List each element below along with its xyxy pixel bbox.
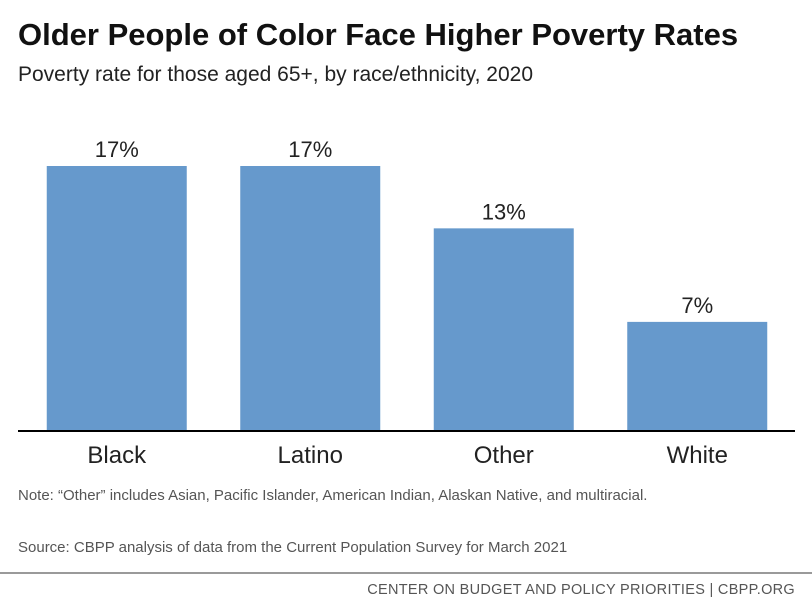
bar-other xyxy=(433,228,574,431)
chart-note: Note: “Other” includes Asian, Pacific Is… xyxy=(18,487,648,504)
labels-group: 17% Black 17% Latino 13% Other 7% White xyxy=(87,137,728,469)
data-label-latino: 17% xyxy=(288,137,332,162)
data-label-black: 17% xyxy=(95,137,139,162)
category-label-other: Other xyxy=(474,442,534,469)
footer-credit: CENTER ON BUDGET AND POLICY PRIORITIES |… xyxy=(367,582,795,598)
bars-group xyxy=(46,166,768,431)
chart-subtitle: Poverty rate for those aged 65+, by race… xyxy=(18,63,534,86)
bar-latino xyxy=(240,166,381,431)
category-label-black: Black xyxy=(87,442,147,469)
category-label-latino: Latino xyxy=(278,442,343,469)
footer-divider xyxy=(0,572,812,574)
bar-white xyxy=(627,321,768,431)
category-label-white: White xyxy=(667,442,728,469)
data-label-other: 13% xyxy=(482,199,526,224)
bar-black xyxy=(46,166,187,431)
chart-title: Older People of Color Face Higher Povert… xyxy=(18,17,739,52)
chart-source: Source: CBPP analysis of data from the C… xyxy=(18,539,568,556)
data-label-white: 7% xyxy=(681,293,713,318)
